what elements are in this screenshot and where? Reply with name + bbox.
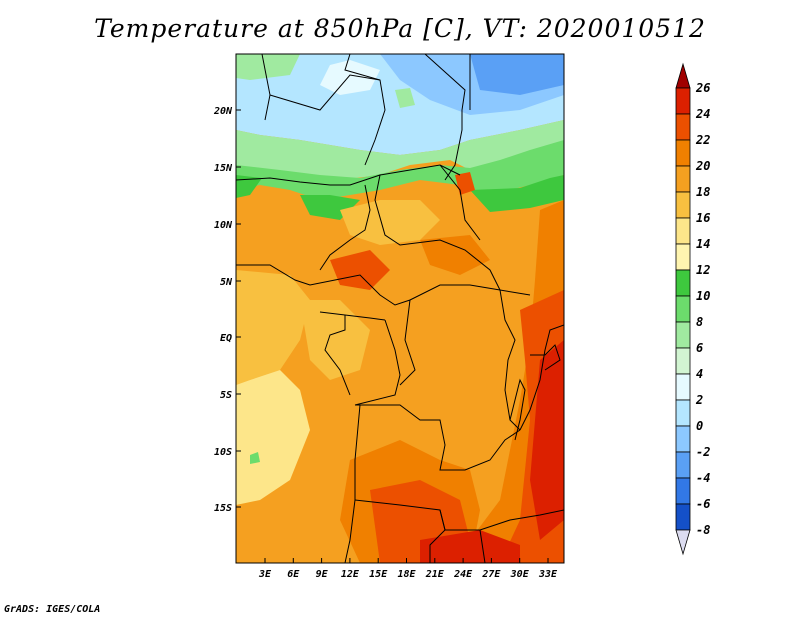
- colorbar-segment: [675, 243, 691, 271]
- latitude-label: 15N: [214, 163, 233, 174]
- longitude-label: 18E: [397, 569, 416, 580]
- colorbar-label: 16: [696, 211, 710, 225]
- country-boundaries: [236, 54, 564, 563]
- latitude-label: 5S: [220, 390, 232, 401]
- colorbar-label: 12: [696, 263, 710, 277]
- colorbar-label: 14: [696, 237, 710, 251]
- colorbar-segment: [675, 217, 691, 245]
- colorbar-segment: [675, 321, 691, 349]
- colorbar-label: 8: [696, 315, 703, 329]
- colorbar-label: 10: [696, 289, 710, 303]
- colorbar-segment: [675, 425, 691, 453]
- colorbar-extend-high: [675, 62, 691, 89]
- longitude-label: 15E: [369, 569, 388, 580]
- longitude-label: 21E: [425, 569, 445, 580]
- map-frame: [235, 53, 565, 564]
- latitude-label: 10N: [214, 220, 233, 231]
- longitude-axis: 3E 6E 9E 12E 15E 18E 21E 24E 27E 30E 33E: [258, 558, 558, 580]
- colorbar-segment: [675, 269, 691, 297]
- colorbar-label: 24: [695, 107, 710, 121]
- colorbar-label: 26: [695, 81, 710, 95]
- longitude-label: 33E: [538, 569, 558, 580]
- latitude-label: 5N: [220, 277, 233, 288]
- colorbar-label: 20: [695, 159, 710, 173]
- colorbar-segment: [675, 87, 691, 115]
- colorbar-segment: [675, 347, 691, 375]
- colorbar-segment: [675, 191, 691, 219]
- latitude-label: 15S: [214, 503, 232, 514]
- colorbar-segment: [675, 503, 691, 531]
- grads-credit: GrADS: IGES/COLA: [4, 604, 101, 615]
- longitude-label: 24E: [453, 569, 473, 580]
- colorbar-segment: [675, 399, 691, 427]
- latitude-label: 20N: [213, 106, 233, 117]
- latitude-axis: 20N 15N 10N 5N EQ 5S 10S 15S: [213, 106, 241, 514]
- colorbar-label: -4: [696, 471, 710, 485]
- colorbar-segment: [675, 373, 691, 401]
- temperature-field: [236, 54, 564, 563]
- map-title: Temperature at 850hPa [C], VT: 202001051…: [94, 14, 706, 43]
- colorbar-label: -6: [696, 497, 710, 511]
- latitude-label: EQ: [220, 333, 232, 344]
- colorbar-segment: [675, 295, 691, 323]
- longitude-label: 27E: [481, 569, 501, 580]
- colorbar-label: 4: [696, 367, 703, 381]
- colorbar-segment: [675, 165, 691, 193]
- longitude-label: 12E: [341, 569, 360, 580]
- colorbar-label: -8: [696, 523, 710, 537]
- colorbar-label: 0: [696, 419, 703, 433]
- longitude-label: 3E: [258, 569, 272, 580]
- colorbar-label: 6: [696, 341, 703, 355]
- longitude-label: 6E: [287, 569, 300, 580]
- colorbar-segment: [675, 451, 691, 479]
- colorbar-label: -2: [696, 445, 710, 459]
- colorbar-label: 18: [696, 185, 710, 199]
- colorbar-extend-low: [675, 529, 691, 556]
- colorbar-segment: [675, 139, 691, 167]
- longitude-label: 30E: [510, 569, 530, 580]
- longitude-label: 9E: [316, 569, 329, 580]
- latitude-label: 10S: [214, 447, 232, 458]
- colorbar-segment: [675, 477, 691, 505]
- colorbar-label: 22: [695, 133, 710, 147]
- colorbar-segment: [675, 113, 691, 141]
- colorbar-label: 2: [695, 393, 703, 407]
